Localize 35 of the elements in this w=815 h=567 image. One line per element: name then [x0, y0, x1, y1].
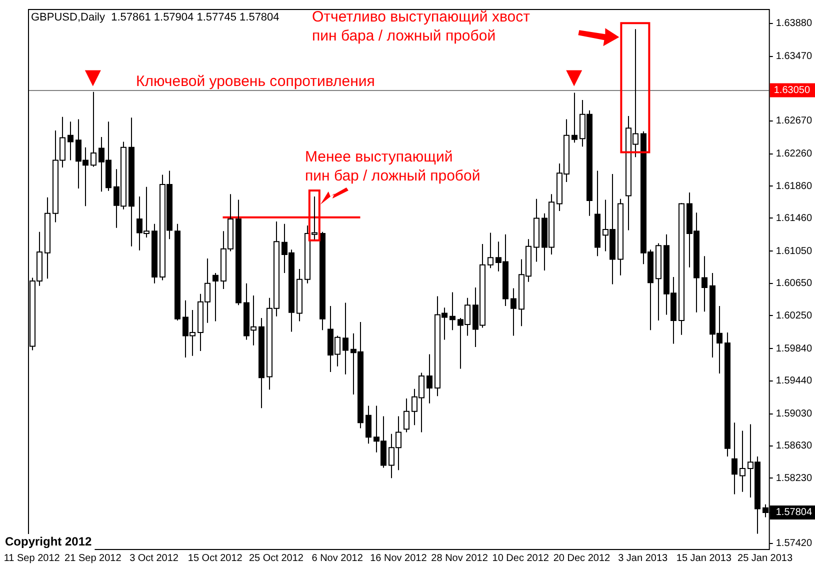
chart-title: GBPUSD,Daily 1.57861 1.57904 1.57745 1.57804 — [31, 12, 280, 24]
ref-line-label: 1.63050 — [774, 85, 810, 96]
x-tick-label: 16 Nov 2012 — [370, 552, 428, 564]
annotation: Отчетливо выступающий хвост пин бара / ложный пробой — [312, 8, 530, 45]
y-tick-label: 1.60650 — [776, 278, 812, 290]
y-tick-label: 1.63880 — [776, 18, 812, 30]
y-tick-label: 1.60250 — [776, 310, 812, 322]
annotation: Copyright 2012 — [5, 534, 92, 548]
x-tick-label: 15 Jan 2013 — [676, 552, 732, 564]
x-tick-label: 3 Oct 2012 — [130, 552, 179, 564]
y-tick-label: 1.59440 — [776, 376, 812, 387]
x-tick-label: 20 Dec 2012 — [553, 552, 611, 564]
x-tick-label: 3 Jan 2013 — [618, 552, 668, 564]
x-tick-label: 25 Oct 2012 — [248, 552, 304, 564]
y-tick-label: 1.57804 — [776, 507, 812, 518]
y-tick-label: 1.63470 — [776, 51, 812, 62]
y-tick-label: 1.59840 — [776, 343, 812, 354]
x-tick-label: 10 Dec 2012 — [492, 552, 550, 564]
annotation: Менее выступающий пин бар / ложный пробой — [305, 148, 480, 185]
y-tick-label: 1.61460 — [776, 212, 812, 224]
y-tick-label: 1.59030 — [776, 408, 812, 420]
annotation: Ключевой уровень сопротивления — [136, 72, 375, 90]
y-tick-label: 1.61860 — [776, 180, 812, 192]
x-tick-label: 6 Nov 2012 — [312, 552, 364, 564]
x-tick-label: 15 Oct 2012 — [188, 552, 243, 564]
y-tick-label: 1.61050 — [776, 246, 812, 257]
x-tick-label: 28 Nov 2012 — [431, 552, 488, 564]
y-tick-label: 1.58630 — [776, 440, 812, 452]
x-tick-label: 21 Sep 2012 — [64, 552, 122, 564]
y-tick-label: 1.58230 — [776, 472, 812, 484]
y-tick-label: 1.62260 — [776, 148, 812, 160]
x-tick-label: 11 Sep 2012 — [4, 552, 60, 564]
y-tick-label: 1.57420 — [776, 538, 812, 550]
x-tick-label: 25 Jan 2013 — [738, 552, 793, 564]
y-tick-label: 1.62670 — [776, 116, 812, 127]
